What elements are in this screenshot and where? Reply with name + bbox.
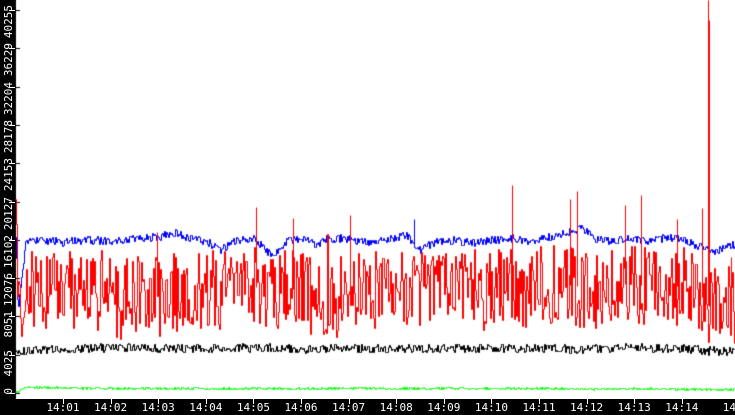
y-axis-label: 16102 [2, 235, 15, 269]
x-axis-tick [587, 399, 588, 404]
x-axis-label: 14:04 [189, 401, 223, 414]
x-axis-tick [111, 399, 112, 404]
x-axis-label: 14:13 [617, 401, 651, 414]
x-axis-tick [682, 399, 683, 404]
y-axis-label: 24153 [2, 158, 15, 192]
x-axis-tick [301, 399, 302, 404]
y-axis-tick [9, 87, 15, 88]
y-axis-label: 36229 [2, 43, 15, 77]
y-axis-tick [9, 48, 15, 49]
x-axis-tick [206, 399, 207, 404]
x-axis-label: 14:10 [474, 401, 508, 414]
x-axis-label: 14:09 [427, 401, 461, 414]
x-axis-label: 14:07 [332, 401, 366, 414]
y-axis-label: 20127 [2, 197, 15, 231]
x-axis-tick [158, 399, 159, 404]
x-axis-label: 14:03 [141, 401, 175, 414]
x-axis-label: 14:02 [94, 401, 128, 414]
y-axis-label: 40255 [2, 5, 15, 39]
y-axis-tick [9, 240, 15, 241]
y-axis-label: 8051 [2, 311, 15, 338]
x-axis-label: 14:05 [236, 401, 270, 414]
x-axis-label: 14 [722, 401, 735, 414]
x-axis-label: 14:08 [379, 401, 413, 414]
x-axis-tick [539, 399, 540, 404]
x-axis: 14:01 14:02 14:03 14:04 14:05 14:06 14:07 14:08… [0, 399, 735, 415]
y-axis: 0 4025 8051 12076 16102 20127 24153 28178 32204 3… [0, 0, 15, 415]
x-axis-label: 14:14 [665, 401, 699, 414]
y-axis-tick [9, 355, 15, 356]
y-axis-tick [9, 125, 15, 126]
x-axis-tick [396, 399, 397, 404]
x-axis-tick [349, 399, 350, 404]
y-axis-label: 4025 [2, 350, 15, 377]
x-axis-label: 14:01 [46, 401, 80, 414]
x-axis-tick [63, 399, 64, 404]
x-axis-tick [253, 399, 254, 404]
y-axis-label: 12076 [2, 273, 15, 307]
y-axis-tick [9, 278, 15, 279]
y-axis-label: 32204 [2, 82, 15, 116]
x-axis-tick [491, 399, 492, 404]
x-axis-label: 14:06 [284, 401, 318, 414]
y-axis-label: 28178 [2, 120, 15, 154]
y-axis-tick [9, 202, 15, 203]
y-axis-label: 0 [2, 388, 15, 395]
y-axis-tick [9, 10, 15, 11]
y-axis-tick [9, 163, 15, 164]
x-axis-label: 14:12 [570, 401, 604, 414]
y-axis-tick [9, 316, 15, 317]
x-axis-tick [634, 399, 635, 404]
chart-plot-area [15, 0, 735, 399]
x-axis-tick [444, 399, 445, 404]
x-axis-label: 14:11 [522, 401, 556, 414]
y-axis-tick [9, 393, 15, 394]
